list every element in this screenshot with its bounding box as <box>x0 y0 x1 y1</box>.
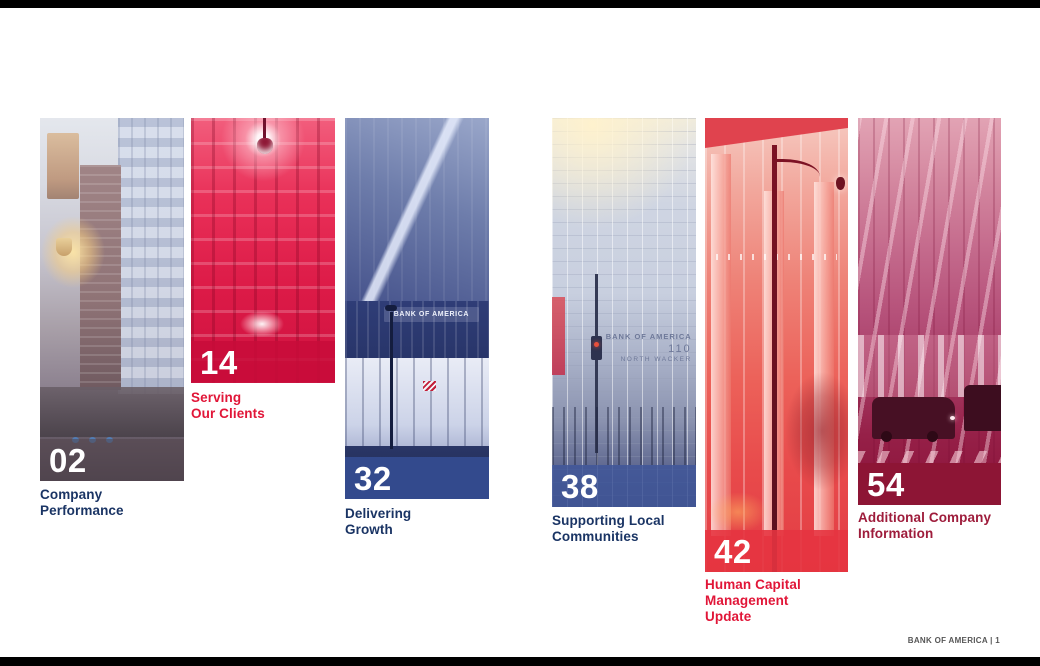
lamp-post-shape <box>389 312 393 450</box>
page-number: 02 <box>49 441 87 479</box>
traffic-light-icon <box>590 335 602 360</box>
lower-buildings-shape <box>40 386 184 438</box>
top-letterbox-bar <box>0 0 1040 8</box>
section-title-company-performance[interactable]: Company Performance <box>40 487 124 518</box>
traffic-light-red-lamp <box>593 341 599 347</box>
section-title-supporting-local-communities[interactable]: Supporting Local Communities <box>552 513 665 544</box>
page-number: 32 <box>354 459 392 497</box>
page-number-band: 32 <box>345 457 489 499</box>
lamp-post-shape <box>772 145 778 572</box>
page-number-band: 54 <box>858 463 1001 505</box>
entrance-doors-shape <box>552 407 696 465</box>
car-headlight <box>949 415 955 420</box>
lobby-column-shape <box>710 154 731 536</box>
section-title-additional-information[interactable]: Additional Company Information <box>858 510 992 541</box>
facade-inscription: BANK OF AMERICA 110 NORTH WACKER <box>606 332 692 363</box>
car-wheel <box>880 431 892 443</box>
toc-panel-company-performance[interactable]: 02 <box>40 118 184 481</box>
street-lamp-icon <box>836 177 846 191</box>
storefront-shape <box>345 358 489 454</box>
section-title-serving-our-clients[interactable]: Serving Our Clients <box>191 390 265 421</box>
bottom-letterbox-bar <box>0 657 1040 666</box>
tree-silhouette <box>785 372 848 491</box>
page-number: 14 <box>200 343 238 381</box>
facade-bank-name: BANK OF AMERICA <box>605 331 692 341</box>
page-number: 38 <box>561 467 599 505</box>
glass-tower-shape <box>117 118 184 394</box>
car-wheel <box>926 431 938 443</box>
page-number-band: 14 <box>191 341 335 383</box>
glass-entrance-photo: BANK OF AMERICA 110 NORTH WACKER <box>552 118 696 507</box>
facade-street-name: NORTH WACKER <box>620 355 692 363</box>
lamp-post-arm-shape <box>773 158 820 181</box>
toc-panel-supporting-local-communities[interactable]: BANK OF AMERICA 110 NORTH WACKER 38 <box>552 118 696 507</box>
warm-light-glow <box>707 492 768 532</box>
sky-glass-shape <box>345 118 489 301</box>
street-lantern-glow <box>41 216 106 288</box>
red-banner-shape <box>552 296 565 375</box>
page-number-band: 42 <box>705 530 848 572</box>
page-number: 42 <box>714 532 752 570</box>
section-title-delivering-growth[interactable]: Delivering Growth <box>345 506 412 537</box>
facade-address-number: 110 <box>668 342 692 355</box>
city-street-dusk-photo <box>40 118 184 481</box>
bank-sign-text: BANK OF AMERICA <box>393 310 470 318</box>
red-office-facade-photo <box>191 118 335 383</box>
lamp-head-shape <box>385 304 398 311</box>
bank-flag-logo-icon <box>422 380 436 391</box>
page-number-band: 02 <box>40 439 184 481</box>
toc-panel-additional-information[interactable]: 54 <box>858 118 1001 505</box>
toc-panel-human-capital[interactable]: 42 <box>705 118 848 572</box>
hanging-lamp-icon <box>257 138 274 154</box>
lamp-stem-shape <box>263 118 266 140</box>
red-lobby-photo <box>705 118 848 572</box>
bank-branch-navy-photo: BANK OF AMERICA <box>345 118 489 499</box>
street-lantern-icon <box>55 237 72 256</box>
page-number: 54 <box>867 465 905 503</box>
page-number-band: 38 <box>552 465 696 507</box>
page-footer: BANK OF AMERICA | 1 <box>907 636 1000 645</box>
bank-sign: BANK OF AMERICA <box>383 306 479 322</box>
toc-panel-serving-our-clients[interactable]: 14 <box>191 118 335 383</box>
signal-pole-shape <box>595 273 599 453</box>
toc-panel-delivering-growth[interactable]: BANK OF AMERICA 32 <box>345 118 489 499</box>
pink-tower-street-photo <box>858 118 1001 505</box>
car-silhouette <box>963 385 1001 432</box>
light-flare <box>239 311 284 337</box>
building-midsection-shape <box>345 300 489 359</box>
section-title-human-capital[interactable]: Human Capital Management Update <box>705 577 801 624</box>
theater-marquee-shape <box>47 132 80 199</box>
